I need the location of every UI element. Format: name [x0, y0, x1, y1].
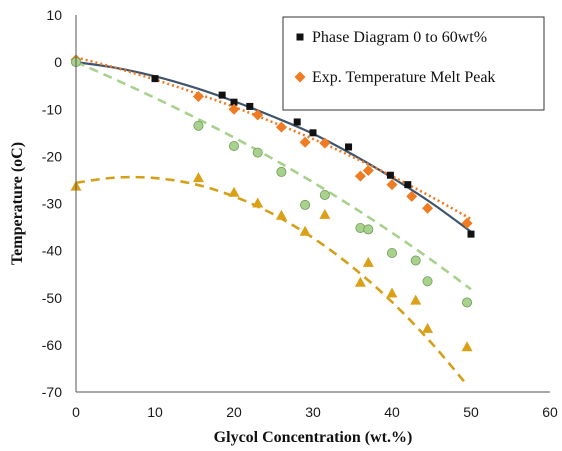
x-tick-label: 0	[72, 404, 80, 420]
data-point-series-1	[319, 137, 331, 149]
data-point-series-2	[363, 224, 374, 235]
data-points	[70, 54, 475, 352]
data-point-series-2	[252, 147, 263, 158]
y-tick-label: -30	[42, 196, 62, 212]
y-tick-labels: 10 0 -10 -20 -30 -40 -50 -60 -70	[42, 7, 62, 400]
y-tick-label: -70	[42, 384, 62, 400]
y-axis-title: Temperature (oC)	[9, 142, 26, 265]
data-point-series-2	[228, 141, 239, 152]
data-point-series-2	[410, 255, 421, 266]
data-point-series-2	[422, 276, 433, 287]
x-axis-title: Glycol Concentration (wt.%)	[214, 429, 413, 446]
data-point-series-1	[228, 103, 240, 115]
data-point-series-3	[386, 287, 398, 298]
legend-label-phase-diagram: Phase Diagram 0 to 60wt%	[312, 29, 487, 46]
data-point-series-3	[299, 225, 311, 236]
data-point-series-0	[386, 171, 394, 179]
trendline-series-1	[75, 56, 472, 221]
legend-label-melt-peak: Exp. Temperature Melt Peak	[312, 69, 495, 86]
data-point-series-3	[252, 197, 264, 208]
x-tick-label: 30	[305, 404, 321, 420]
legend-marker-melt-peak	[294, 71, 306, 83]
data-point-series-0	[151, 75, 159, 83]
data-point-series-2	[462, 297, 473, 308]
data-point-series-3	[192, 172, 204, 183]
legend-box	[282, 16, 545, 111]
data-point-series-3	[461, 341, 473, 352]
y-tick-label: -10	[42, 101, 62, 117]
data-point-series-1	[386, 179, 398, 191]
data-point-series-3	[422, 322, 434, 333]
x-tick-label: 20	[226, 404, 242, 420]
x-tick-label: 50	[463, 404, 479, 420]
y-tick-label: 10	[46, 7, 62, 23]
data-point-series-0	[230, 98, 238, 106]
data-point-series-1	[252, 109, 264, 121]
data-point-series-2	[193, 120, 204, 131]
data-point-series-1	[192, 91, 204, 103]
data-point-series-3	[410, 294, 422, 305]
x-tick-label: 60	[542, 404, 558, 420]
y-tick-label: -60	[42, 337, 62, 353]
x-tick-labels: 0 10 20 30 40 50 60	[72, 404, 558, 420]
data-point-series-1	[461, 217, 473, 229]
data-point-series-1	[299, 136, 311, 148]
legend-marker	[294, 71, 306, 83]
legend: Phase Diagram 0 to 60wt% Exp. Temperatur…	[282, 16, 545, 111]
y-tick-label: -40	[42, 243, 62, 259]
y-tick-label: -50	[42, 290, 62, 306]
data-point-series-0	[293, 118, 301, 126]
trendline-series-0	[75, 61, 472, 233]
data-point-series-3	[362, 256, 374, 267]
data-point-series-1	[275, 121, 287, 133]
data-point-series-2	[319, 190, 330, 201]
trendline-series-3	[75, 175, 469, 386]
data-point-series-2	[276, 166, 287, 177]
x-tick-label: 40	[384, 404, 400, 420]
data-point-series-3	[319, 208, 331, 219]
data-point-series-0	[246, 102, 254, 110]
data-point-series-1	[406, 190, 418, 202]
data-point-series-3	[275, 209, 287, 220]
y-tick-label: -20	[42, 148, 62, 164]
x-tick-label: 10	[147, 404, 163, 420]
axes	[75, 15, 550, 393]
data-point-series-1	[422, 202, 434, 214]
legend-marker	[296, 33, 304, 41]
data-point-series-0	[309, 129, 317, 137]
data-point-series-3	[228, 186, 240, 197]
data-point-series-3	[354, 276, 366, 287]
data-point-series-0	[345, 143, 353, 151]
data-point-series-1	[362, 165, 374, 177]
data-point-series-0	[218, 91, 226, 99]
data-point-series-0	[467, 230, 475, 238]
data-point-series-2	[386, 247, 397, 258]
legend-marker-phase-diagram	[296, 33, 304, 41]
y-tick-label: 0	[54, 54, 62, 70]
data-point-series-2	[300, 199, 311, 210]
data-point-series-1	[354, 170, 366, 182]
data-point-series-0	[404, 181, 412, 189]
trendlines	[75, 56, 472, 386]
